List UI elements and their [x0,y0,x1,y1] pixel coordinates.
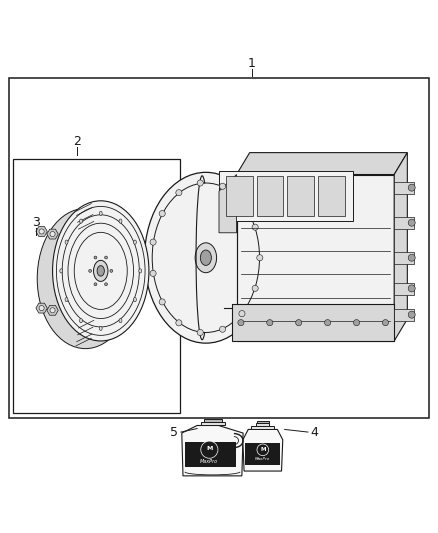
Polygon shape [36,303,47,313]
Bar [13,159,180,413]
Polygon shape [219,174,237,233]
Polygon shape [243,430,283,471]
Bar [256,423,269,426]
Ellipse shape [65,297,68,302]
Circle shape [257,255,263,261]
Text: M: M [260,447,265,452]
Ellipse shape [134,240,136,244]
Bar [394,217,414,229]
Circle shape [159,211,165,216]
Ellipse shape [94,260,108,281]
Circle shape [382,320,389,326]
Bar [287,176,314,216]
Bar [9,78,429,418]
Text: 4: 4 [311,425,318,439]
Circle shape [150,270,156,277]
Circle shape [39,305,44,311]
Circle shape [94,256,97,259]
Bar [394,182,414,194]
Bar [219,171,353,221]
Circle shape [176,320,182,326]
Bar [318,176,345,216]
Ellipse shape [99,211,102,215]
Bar [394,252,414,264]
Circle shape [325,320,331,326]
Ellipse shape [80,319,82,323]
Circle shape [267,320,273,326]
Text: MaxPro: MaxPro [200,459,219,464]
Circle shape [105,256,107,259]
Circle shape [252,224,258,230]
Circle shape [219,326,226,332]
Circle shape [353,320,360,326]
Ellipse shape [200,250,212,265]
Bar [394,309,414,321]
Polygon shape [47,229,58,239]
Bar [237,174,394,341]
Bar [257,421,268,423]
Bar [204,419,223,422]
Text: M: M [206,447,212,451]
Bar [201,422,225,425]
Polygon shape [394,152,407,341]
Ellipse shape [37,208,134,349]
Circle shape [159,299,165,305]
Ellipse shape [119,219,122,223]
Circle shape [252,285,258,292]
Text: 3: 3 [32,216,40,229]
Ellipse shape [145,172,267,343]
Bar [226,176,252,216]
Ellipse shape [99,326,102,330]
Circle shape [408,254,415,261]
Bar [251,426,275,430]
Circle shape [201,441,218,458]
Circle shape [88,270,92,272]
Circle shape [408,184,415,191]
Ellipse shape [80,219,82,223]
Text: 1: 1 [248,57,256,70]
Circle shape [105,283,107,286]
Circle shape [296,320,302,326]
Circle shape [219,183,226,189]
Text: 5: 5 [170,425,178,439]
Circle shape [197,180,203,186]
Circle shape [408,219,415,226]
Polygon shape [47,305,58,315]
Ellipse shape [195,243,216,273]
Circle shape [257,444,268,456]
Circle shape [408,285,415,292]
Circle shape [239,311,245,317]
Circle shape [50,231,55,237]
Bar [245,443,280,465]
Bar [394,282,414,295]
Polygon shape [237,152,407,174]
Ellipse shape [139,269,142,273]
Ellipse shape [60,269,63,273]
Ellipse shape [119,319,122,323]
Text: 2: 2 [73,135,81,148]
Circle shape [408,311,415,318]
Circle shape [238,320,244,326]
Circle shape [39,229,44,234]
Circle shape [197,329,203,336]
Ellipse shape [53,201,149,341]
Bar [232,304,394,341]
Circle shape [239,199,245,205]
Ellipse shape [134,297,136,302]
Circle shape [94,283,97,286]
Bar [257,176,283,216]
Circle shape [110,270,113,272]
Polygon shape [182,425,243,476]
Circle shape [50,308,55,313]
Text: MaxPro: MaxPro [255,457,270,462]
Circle shape [176,190,182,196]
Bar [185,442,236,467]
Ellipse shape [65,240,68,244]
Circle shape [150,239,156,245]
Polygon shape [36,227,47,237]
Ellipse shape [97,265,104,276]
